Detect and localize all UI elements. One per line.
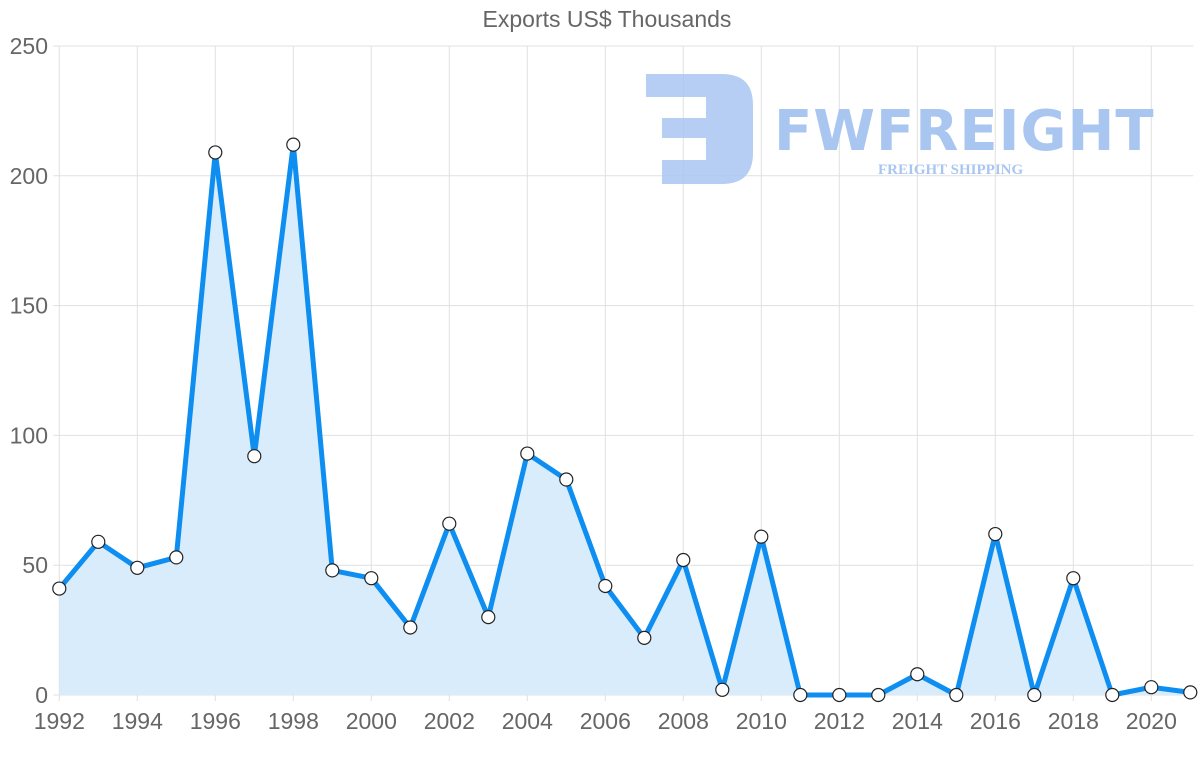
fwfreight-watermark-logo: FWFREIGHT FREIGHT SHIPPING (646, 74, 1155, 184)
data-point-2007[interactable] (637, 630, 652, 645)
x-tick-label: 2008 (658, 708, 709, 734)
data-point-1996[interactable] (208, 145, 223, 160)
data-point-2016[interactable] (988, 526, 1003, 542)
data-point-1997[interactable] (247, 449, 262, 464)
data-point-1994[interactable] (130, 560, 145, 575)
x-tick-label: 1994 (112, 708, 163, 734)
y-tick-label: 150 (10, 293, 48, 319)
y-tick-label: 100 (10, 422, 48, 448)
area-fill (59, 144, 1191, 695)
data-point-2019[interactable] (1105, 687, 1120, 703)
x-tick-label: 1998 (268, 708, 319, 734)
data-point-2017[interactable] (1027, 687, 1042, 703)
data-points (52, 137, 1198, 703)
data-point-2018[interactable] (1066, 571, 1081, 586)
data-point-2012[interactable] (832, 687, 847, 703)
data-point-2001[interactable] (403, 620, 418, 635)
data-point-2021[interactable] (1183, 685, 1198, 700)
x-tick-label: 2014 (892, 708, 943, 734)
x-tick-label: 2004 (502, 708, 553, 734)
watermark-brand: FWFREIGHT (774, 99, 1155, 164)
y-tick-label: 50 (22, 552, 48, 578)
data-point-2014[interactable] (910, 667, 925, 682)
data-point-2008[interactable] (676, 552, 691, 568)
x-tick-label: 2018 (1048, 708, 1099, 734)
data-point-2000[interactable] (364, 571, 379, 586)
data-point-2020[interactable] (1144, 680, 1159, 695)
x-tick-label: 2002 (424, 708, 475, 734)
chart-title: Exports US$ Thousands (482, 6, 732, 32)
data-point-2011[interactable] (793, 687, 808, 703)
x-tick-label: 2012 (814, 708, 865, 734)
data-point-2006[interactable] (598, 578, 613, 594)
data-point-2004[interactable] (520, 446, 535, 461)
data-point-2015[interactable] (949, 687, 964, 703)
data-point-2010[interactable] (754, 529, 769, 544)
watermark-tagline: FREIGHT SHIPPING (878, 162, 1023, 178)
data-point-1998[interactable] (286, 137, 301, 152)
logo-mark-icon (646, 74, 753, 184)
data-point-2013[interactable] (871, 687, 886, 703)
data-point-1992[interactable] (52, 581, 67, 596)
data-point-1999[interactable] (325, 563, 340, 578)
x-tick-label: 2000 (346, 708, 397, 734)
x-tick-label: 1992 (34, 708, 85, 734)
x-axis: 1992 1994 1996 1998 2000 2002 2004 2006 2008 2010… (34, 708, 1177, 734)
data-point-1993[interactable] (91, 534, 106, 549)
y-tick-label: 0 (35, 682, 48, 708)
data-point-2003[interactable] (481, 610, 496, 625)
x-tick-label: 2006 (580, 708, 631, 734)
data-point-2002[interactable] (442, 516, 457, 531)
y-tick-label: 200 (10, 163, 48, 189)
x-tick-label: 2020 (1126, 708, 1177, 734)
y-tick-label: 250 (10, 33, 48, 59)
data-line (57, 142, 1191, 698)
data-point-1995[interactable] (169, 550, 184, 565)
y-axis: 0 50 100 150 200 250 (10, 33, 48, 708)
data-point-2009[interactable] (715, 682, 730, 697)
x-tick-label: 2016 (970, 708, 1021, 734)
x-tick-label: 2010 (736, 708, 787, 734)
x-tick-label: 1996 (190, 708, 241, 734)
data-point-2005[interactable] (559, 472, 574, 487)
